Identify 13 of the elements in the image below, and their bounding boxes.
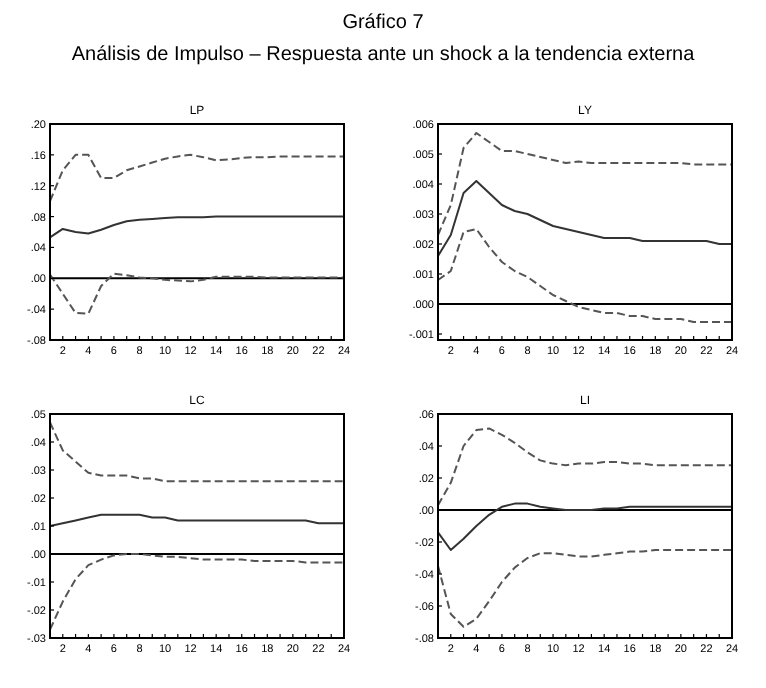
line-series [437, 502, 733, 551]
chart-subtitle: Análisis de Impulso – Respuesta ante un shock a la tendencia externa [71, 44, 696, 66]
line-series [437, 228, 733, 323]
line-series [49, 153, 345, 203]
line-series [437, 427, 733, 507]
line-series [49, 553, 345, 631]
line-series [437, 180, 733, 257]
line-series [437, 132, 733, 236]
line-series [49, 421, 345, 483]
chart-title: Gráfico 7 [342, 12, 425, 34]
line-series [49, 272, 345, 315]
line-series [49, 215, 345, 239]
line-series [437, 549, 733, 628]
